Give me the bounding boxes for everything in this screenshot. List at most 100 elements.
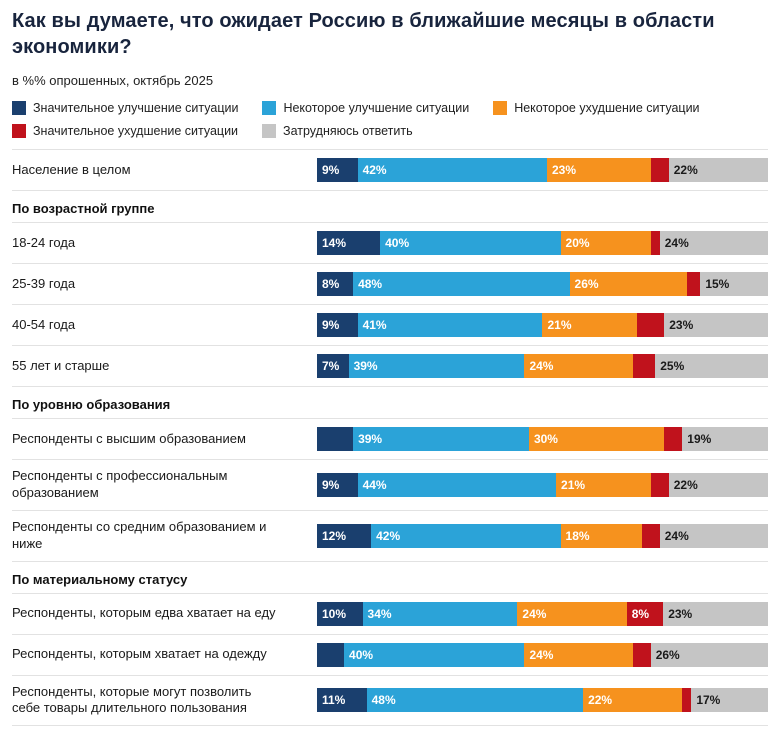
bar-segment [317, 427, 354, 451]
bar-segment-value: 24% [529, 359, 554, 373]
legend-label: Некоторое ухудшение ситуации [514, 101, 700, 115]
chart-subtitle: в %% опрошенных, октябрь 2025 [12, 73, 214, 88]
bar-segment: 42% [371, 523, 561, 548]
row-label: Респонденты, которые могут позволить себ… [12, 683, 252, 716]
bar-segment: 22% [668, 472, 768, 497]
bar-segment-value: 24% [522, 606, 547, 621]
bar-segment: 15% [700, 272, 768, 296]
bar-segment: 40% [344, 642, 525, 667]
bar-segment-value: 40% [385, 236, 410, 250]
bar-segment: 14% [317, 231, 381, 255]
legend-item: Некоторое улучшение ситуации [262, 101, 469, 115]
bar-segment-value: 26% [574, 277, 599, 291]
chart-row: 25-39 года 8% 48% 26% 15% [12, 263, 768, 304]
bar-segment [632, 354, 656, 378]
bar-segment: 11% [317, 688, 367, 713]
bar-segment: 22% [583, 688, 683, 713]
bar-segment-value: 22% [588, 693, 613, 708]
bar-segment: 26% [569, 272, 687, 296]
stacked-bar: 9% 44% 21% 22% [317, 472, 768, 497]
bar-segment-value: 30% [533, 432, 558, 446]
bar-segment: 39% [348, 354, 525, 378]
stacked-bar: 39% 30% 19% [317, 427, 768, 451]
bar-segment [650, 231, 660, 255]
chart-title: Как вы думаете, что ожидает Россию в бли… [12, 10, 715, 58]
bar-segment: 48% [353, 272, 570, 296]
bar-segment-value: 48% [371, 693, 396, 708]
legend-item: Значительное улучшение ситуации [12, 101, 238, 115]
bar-segment [664, 427, 683, 451]
bar-segment: 34% [362, 601, 518, 626]
bar-segment-value: 10% [322, 606, 347, 621]
chart-row: 18-24 года 14% 40% 20% 24% [12, 222, 768, 263]
stacked-bar: 7% 39% 24% 25% [317, 354, 768, 378]
chart-row: Респонденты, которые могут позволить себ… [12, 674, 768, 726]
chart-row: 40-54 года 9% 41% 21% 23% [12, 304, 768, 345]
bar-segment [641, 523, 660, 548]
bar-segment-value: 7% [322, 359, 340, 373]
bar-segment-value: 39% [353, 359, 378, 373]
bar-segment: 9% [317, 158, 358, 182]
stacked-bar: 11% 48% 22% 17% [317, 688, 768, 713]
legend-item: Затрудняюсь ответить [262, 124, 413, 138]
bar-segment: 18% [560, 523, 642, 548]
stacked-bar: 14% 40% 20% 24% [317, 231, 768, 255]
bar-segment-value: 22% [673, 477, 698, 492]
bar-segment-value: 9% [322, 163, 340, 177]
section-header-label: По возрастной группе [12, 201, 155, 216]
bar-segment: 8% [317, 272, 354, 296]
row-label: Респонденты со средним образованием и ни… [12, 518, 267, 551]
bar-segment: 40% [380, 231, 561, 255]
bar-segment-value: 48% [358, 277, 383, 291]
bar-segment: 23% [546, 158, 651, 182]
bar-segment-value: 14% [322, 236, 347, 250]
bar-segment: 9% [317, 472, 358, 497]
bar-segment-value: 23% [668, 606, 693, 621]
bar-segment: 10% [317, 601, 363, 626]
section-header: По уровню образования [12, 386, 768, 418]
chart-row: Респонденты с высшим образованием 39% 30% 1… [12, 418, 768, 459]
bar-segment [317, 642, 345, 667]
section-header-label: По материальному статусу [12, 571, 188, 587]
stacked-bar-chart: Население в целом 9% 42% 23% 22% По возрастно… [12, 149, 768, 727]
bar-segment-value: 11% [322, 693, 346, 708]
bar-segment-value: 9% [322, 318, 340, 332]
bar-segment: 22% [668, 158, 768, 182]
bar-segment-value: 22% [673, 163, 698, 177]
bar-segment: 41% [357, 313, 543, 337]
bar-segment: 48% [366, 688, 584, 713]
stacked-bar: 12% 42% 18% 24% [317, 523, 768, 548]
bar-segment [632, 642, 651, 667]
bar-segment-value: 21% [561, 477, 586, 492]
legend-label: Некоторое улучшение ситуации [283, 101, 470, 115]
bar-segment: 42% [357, 158, 547, 182]
bar-segment-value: 8% [322, 277, 340, 291]
row-label: 40-54 года [12, 316, 76, 332]
bar-segment: 19% [682, 427, 768, 451]
bar-segment-value: 17% [696, 693, 721, 708]
bar-segment-value: 23% [551, 163, 577, 177]
bar-segment-value: 18% [565, 528, 590, 543]
bar-segment: 12% [317, 523, 372, 548]
bar-segment-value: 42% [376, 528, 401, 543]
row-label: 25-39 года [12, 275, 76, 291]
row-label: Респонденты с высшим образованием [12, 430, 246, 446]
chart-row: Респонденты с профессиональным образован… [12, 459, 768, 510]
bar-segment: 17% [691, 688, 768, 713]
bar-segment: 24% [659, 231, 768, 255]
bar-segment: 24% [517, 601, 627, 626]
chart-row: 55 лет и старше 7% 39% 24% 25% [12, 345, 768, 386]
bar-segment: 24% [524, 354, 633, 378]
bar-segment-value: 26% [655, 647, 680, 662]
legend-label: Значительное улучшение ситуации [33, 101, 239, 115]
bar-segment [650, 158, 669, 182]
chart-row: Население в целом 9% 42% 23% 22% [12, 149, 768, 190]
stacked-bar: 40% 24% 26% [317, 642, 768, 667]
legend-swatch-icon [262, 124, 277, 138]
chart-row: Респонденты со средним образованием и ни… [12, 509, 768, 561]
stacked-bar: 9% 41% 21% 23% [317, 313, 768, 337]
bar-segment-value: 42% [362, 163, 387, 177]
legend-swatch-icon [493, 101, 508, 115]
row-label: 18-24 года [12, 234, 76, 250]
